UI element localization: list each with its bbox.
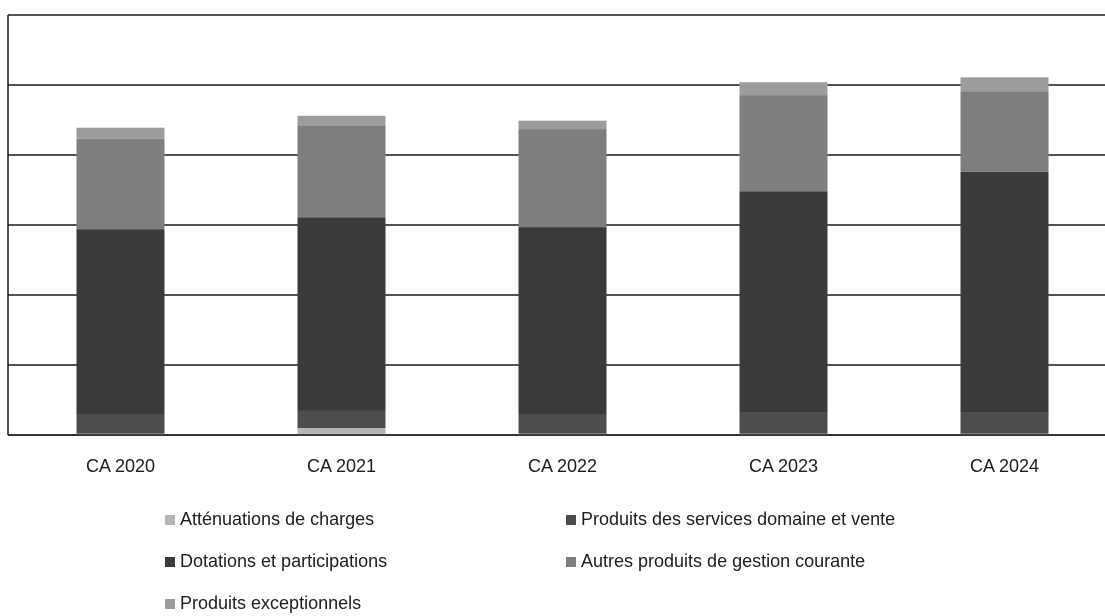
bar-segment xyxy=(739,191,828,413)
bar-segment xyxy=(960,77,1049,92)
legend-swatch xyxy=(165,599,175,609)
bar-segment xyxy=(297,115,386,126)
x-tick-label: CA 2022 xyxy=(528,456,597,476)
bar-segment xyxy=(739,412,828,434)
legend-swatch xyxy=(165,557,175,567)
bar-segment xyxy=(297,410,386,428)
x-tick-label: CA 2024 xyxy=(970,456,1039,476)
bar-segment xyxy=(297,125,386,218)
x-tick-label: CA 2020 xyxy=(86,456,155,476)
legend-label: Produits des services domaine et vente xyxy=(581,509,895,529)
bar-segment xyxy=(739,82,828,96)
bar-segment xyxy=(518,129,607,228)
legend-label: Dotations et participations xyxy=(180,551,387,571)
bar-segment xyxy=(960,412,1049,434)
bar-segment xyxy=(739,95,828,192)
bar-segment xyxy=(76,414,165,434)
x-tick-label: CA 2021 xyxy=(307,456,376,476)
bar-segment xyxy=(297,428,386,435)
legend-label: Atténuations de charges xyxy=(180,509,374,529)
legend-swatch xyxy=(566,515,576,525)
bar-segment xyxy=(76,229,165,414)
bar-segment xyxy=(518,227,607,414)
x-tick-label: CA 2023 xyxy=(749,456,818,476)
bar-segment xyxy=(518,120,607,130)
bar-segment xyxy=(518,414,607,434)
legend-label: Autres produits de gestion courante xyxy=(581,551,865,571)
legend-swatch xyxy=(566,557,576,567)
legend-label: Produits exceptionnels xyxy=(180,593,361,613)
bar-segment xyxy=(960,171,1049,413)
bar-segment xyxy=(76,138,165,230)
bar-segment xyxy=(297,217,386,411)
bar-segment xyxy=(76,127,165,139)
legend-swatch xyxy=(165,515,175,525)
bar-segment xyxy=(960,91,1049,172)
